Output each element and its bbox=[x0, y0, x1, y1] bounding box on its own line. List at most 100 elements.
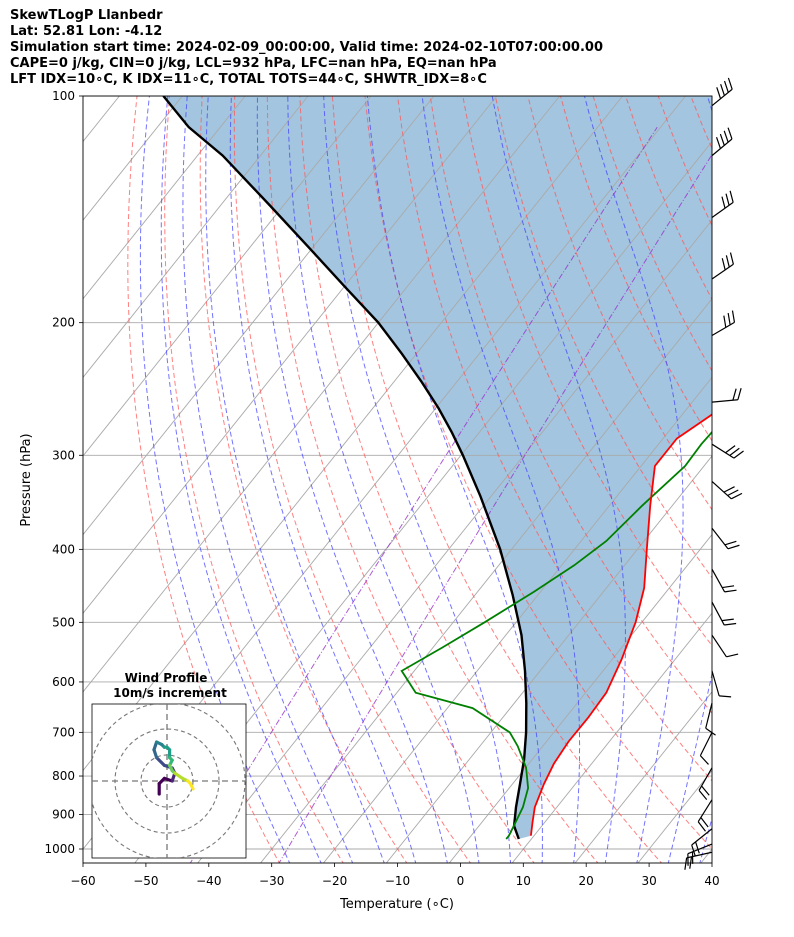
barb-flag bbox=[729, 190, 734, 203]
moist-adiabat-line bbox=[256, 96, 448, 863]
barb-shaft bbox=[711, 670, 720, 697]
barb-flag bbox=[729, 447, 740, 456]
barb-flag bbox=[684, 857, 688, 870]
profile-series bbox=[162, 96, 712, 840]
wind-barb bbox=[711, 670, 732, 698]
wind-barb bbox=[711, 481, 743, 500]
barb-shaft bbox=[711, 481, 732, 500]
isotherm-line bbox=[574, 691, 712, 863]
x-tick-label: −30 bbox=[259, 874, 284, 888]
time-line: Simulation start time: 2024-02-09_00:00:… bbox=[10, 40, 603, 55]
barb-flag bbox=[731, 310, 736, 323]
barb-shaft bbox=[705, 702, 713, 729]
barb-flag bbox=[737, 388, 742, 400]
wind-barb bbox=[684, 851, 713, 870]
y-axis-label: Pressure (hPa) bbox=[19, 433, 34, 526]
wind-barb bbox=[711, 527, 740, 550]
moist-adiabat-line bbox=[139, 96, 291, 863]
barb-flag bbox=[697, 821, 706, 832]
dry-adiabat-line bbox=[299, 96, 599, 863]
barb-shaft bbox=[711, 443, 735, 459]
moist-adiabat-line bbox=[366, 96, 543, 863]
dry-adiabat-line bbox=[331, 96, 663, 863]
barb-flag bbox=[725, 255, 730, 268]
barb-shaft bbox=[711, 634, 727, 658]
wind-barb bbox=[699, 732, 713, 765]
barb-flag bbox=[723, 130, 729, 143]
wind-barb bbox=[711, 388, 742, 403]
barb-shaft bbox=[686, 851, 713, 859]
isotherm-line bbox=[83, 96, 561, 693]
location-line: Lat: 52.81 Lon: -4.12 bbox=[10, 24, 163, 39]
barb-flag bbox=[724, 589, 737, 593]
moist-adiabat-line bbox=[182, 96, 354, 863]
wind-barb bbox=[711, 634, 739, 658]
cape-line: CAPE=0 j/kg, CIN=0 j/kg, LCL=932 hPa, LF… bbox=[10, 56, 497, 71]
dry-adiabat-line bbox=[789, 96, 794, 865]
y-tick-label: 400 bbox=[52, 542, 75, 556]
dry-adiabat-lines bbox=[127, 96, 794, 865]
wind-barb bbox=[711, 77, 733, 107]
barb-flag bbox=[729, 252, 734, 265]
barb-flag bbox=[719, 695, 732, 698]
x-tick-label: −50 bbox=[133, 874, 158, 888]
barb-shaft bbox=[697, 799, 713, 823]
barb-flag bbox=[716, 87, 722, 99]
barb-flag bbox=[720, 83, 725, 96]
x-tick-label: −10 bbox=[385, 874, 410, 888]
isotherm-line bbox=[197, 219, 712, 863]
barb-flag bbox=[721, 196, 726, 209]
moist-adiabat-lines bbox=[139, 96, 794, 865]
barb-flag bbox=[721, 618, 734, 622]
barb-shaft bbox=[711, 568, 726, 593]
x-axis-ticks: −60 −50 −40 −30 −20 −10 0 10 20 30 40 bbox=[70, 863, 720, 888]
hodograph-subtitle: 10m/s increment bbox=[113, 686, 227, 700]
wind-barb bbox=[687, 843, 713, 866]
wind-barbs bbox=[684, 77, 744, 870]
barb-shaft bbox=[711, 138, 733, 157]
y-tick-label: 300 bbox=[52, 448, 75, 462]
moist-adiabat-line bbox=[731, 96, 794, 865]
moist-adiabat-line bbox=[160, 96, 322, 863]
barb-shaft bbox=[711, 201, 734, 218]
parcel-line bbox=[162, 96, 528, 840]
barb-flag bbox=[725, 445, 736, 454]
isotherm-line bbox=[700, 848, 712, 863]
barb-flag bbox=[705, 727, 716, 736]
x-axis-label: Temperature (∘C) bbox=[339, 897, 454, 912]
moist-adiabat-line bbox=[323, 96, 512, 863]
barb-shaft bbox=[711, 88, 733, 107]
y-tick-label: 600 bbox=[52, 675, 75, 689]
isotherm-line bbox=[83, 96, 498, 614]
index-line: LFT IDX=10∘C, K IDX=11∘C, TOTAL TOTS=44∘… bbox=[10, 72, 487, 87]
dry-adiabat-line bbox=[560, 96, 712, 442]
barb-flag bbox=[715, 137, 722, 149]
barb-flag bbox=[727, 544, 740, 550]
moist-adiabat-line bbox=[287, 96, 480, 863]
barb-shaft bbox=[711, 321, 735, 337]
barb-shaft bbox=[699, 732, 713, 756]
hodograph-inset: Wind Profile 10m/s increment bbox=[91, 671, 247, 859]
wind-barb bbox=[711, 127, 733, 157]
x-tick-label: −60 bbox=[70, 874, 95, 888]
x-tick-label: −40 bbox=[196, 874, 221, 888]
barb-flag bbox=[732, 388, 737, 401]
dry-adiabat-line bbox=[462, 96, 712, 647]
isotherm-line bbox=[511, 612, 712, 863]
barb-flag bbox=[733, 450, 744, 459]
moist-adiabat-line bbox=[584, 96, 684, 863]
barb-shaft bbox=[691, 828, 713, 846]
barb-flag bbox=[719, 133, 725, 146]
isotherm-line bbox=[260, 298, 712, 863]
barb-flag bbox=[731, 492, 743, 500]
isotherm-line bbox=[83, 96, 309, 379]
dry-adiabat-line bbox=[233, 96, 472, 863]
barb-flag bbox=[691, 844, 696, 857]
wind-barb bbox=[698, 767, 713, 800]
barb-flag bbox=[698, 789, 708, 800]
dry-adiabat-line bbox=[429, 96, 712, 714]
barb-shaft bbox=[711, 527, 729, 550]
x-tick-label: 20 bbox=[579, 874, 594, 888]
barb-flag bbox=[700, 817, 709, 828]
